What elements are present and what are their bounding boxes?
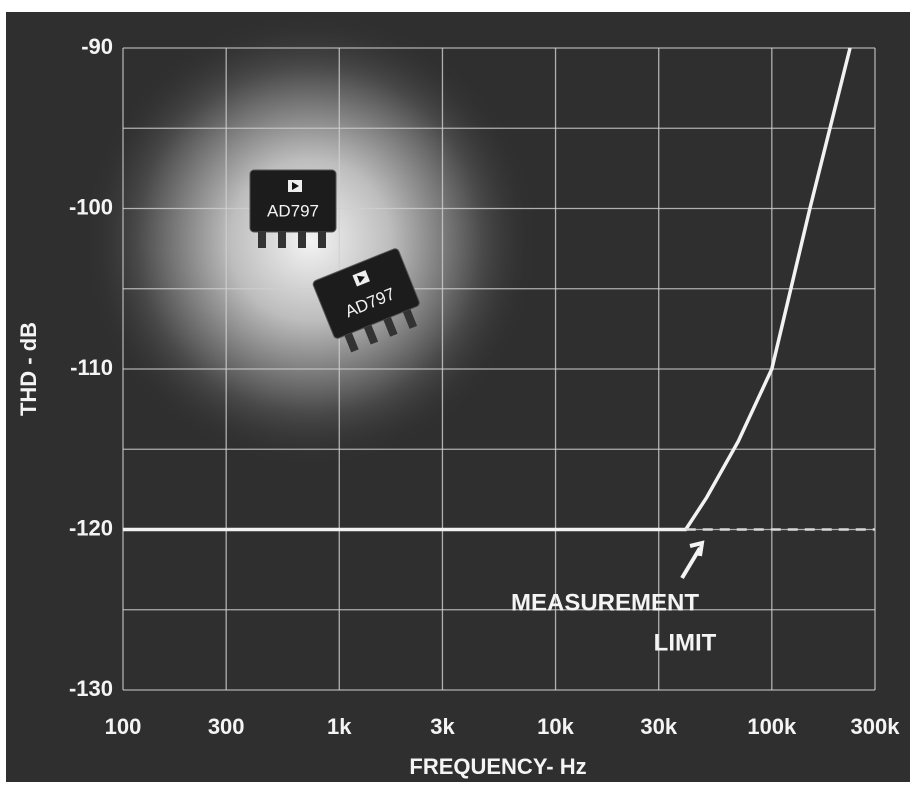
y-tick-label: -120	[69, 515, 113, 540]
y-tick-label: -100	[69, 194, 113, 219]
annotation: LIMIT	[654, 629, 717, 656]
annotation-arrow	[680, 540, 705, 580]
x-tick-label: 1k	[327, 714, 352, 739]
x-tick-label: 300k	[851, 714, 901, 739]
glow	[6, 12, 910, 782]
data-line	[123, 47, 852, 532]
x-tick-label: 3k	[430, 714, 455, 739]
chip-label: AD797	[267, 201, 319, 220]
y-tick-label: -110	[70, 355, 113, 380]
annotation: MEASUREMENT	[511, 589, 699, 616]
y-tick-label: -130	[69, 676, 113, 701]
x-tick-label: 100	[105, 714, 142, 739]
y-axis-label: THD - dB	[16, 322, 41, 416]
x-tick-label: 300	[208, 714, 245, 739]
x-axis-label: FREQUENCY- Hz	[409, 754, 586, 779]
x-tick-label: 30k	[640, 714, 677, 739]
y-tick-label: -90	[81, 34, 113, 59]
chips: AD797 AD797	[249, 169, 420, 353]
x-tick-label: 10k	[537, 714, 574, 739]
x-tick-label: 100k	[747, 714, 797, 739]
